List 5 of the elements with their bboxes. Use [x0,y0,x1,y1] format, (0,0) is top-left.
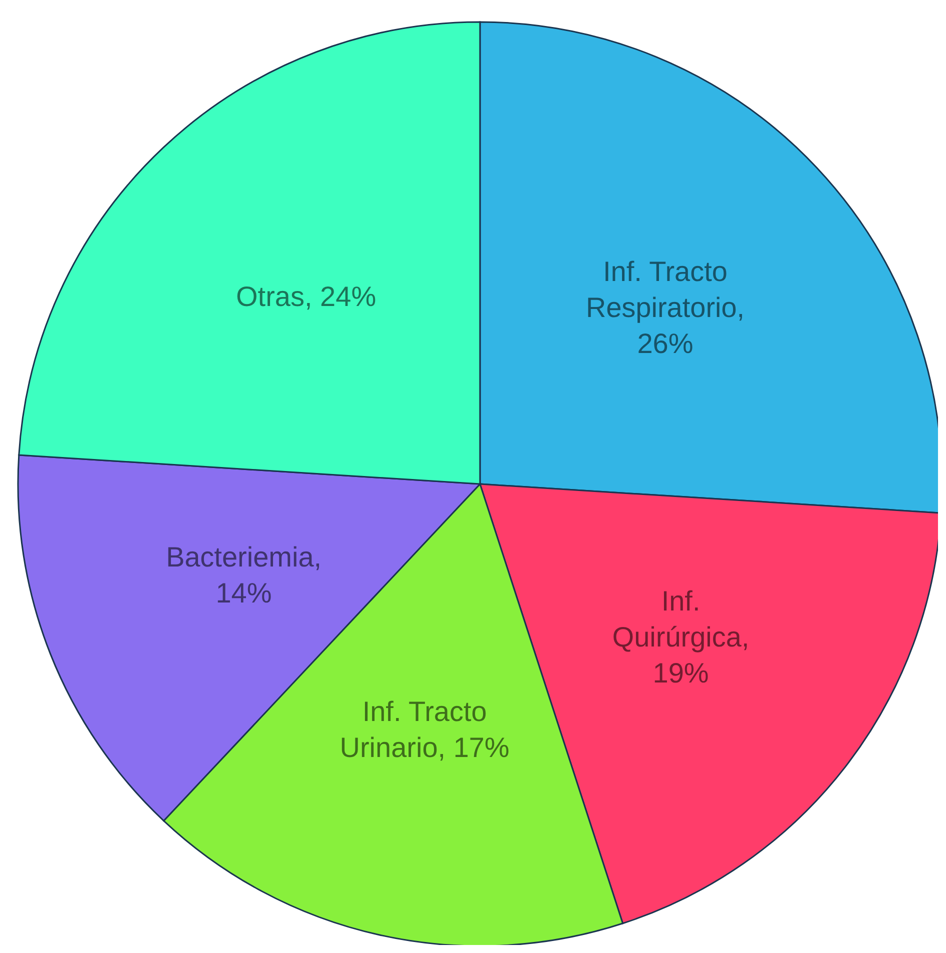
slice-label: Inf. Tracto Respiratorio, 26% [586,256,745,360]
slice-label: Bacteriemia, 14% [166,542,322,609]
slice-label: Inf. Tracto Urinario, 17% [340,696,510,764]
slice-label: Inf. Quirúrgica, 19% [612,586,750,690]
slice-label: Otras, 24% [236,281,376,312]
